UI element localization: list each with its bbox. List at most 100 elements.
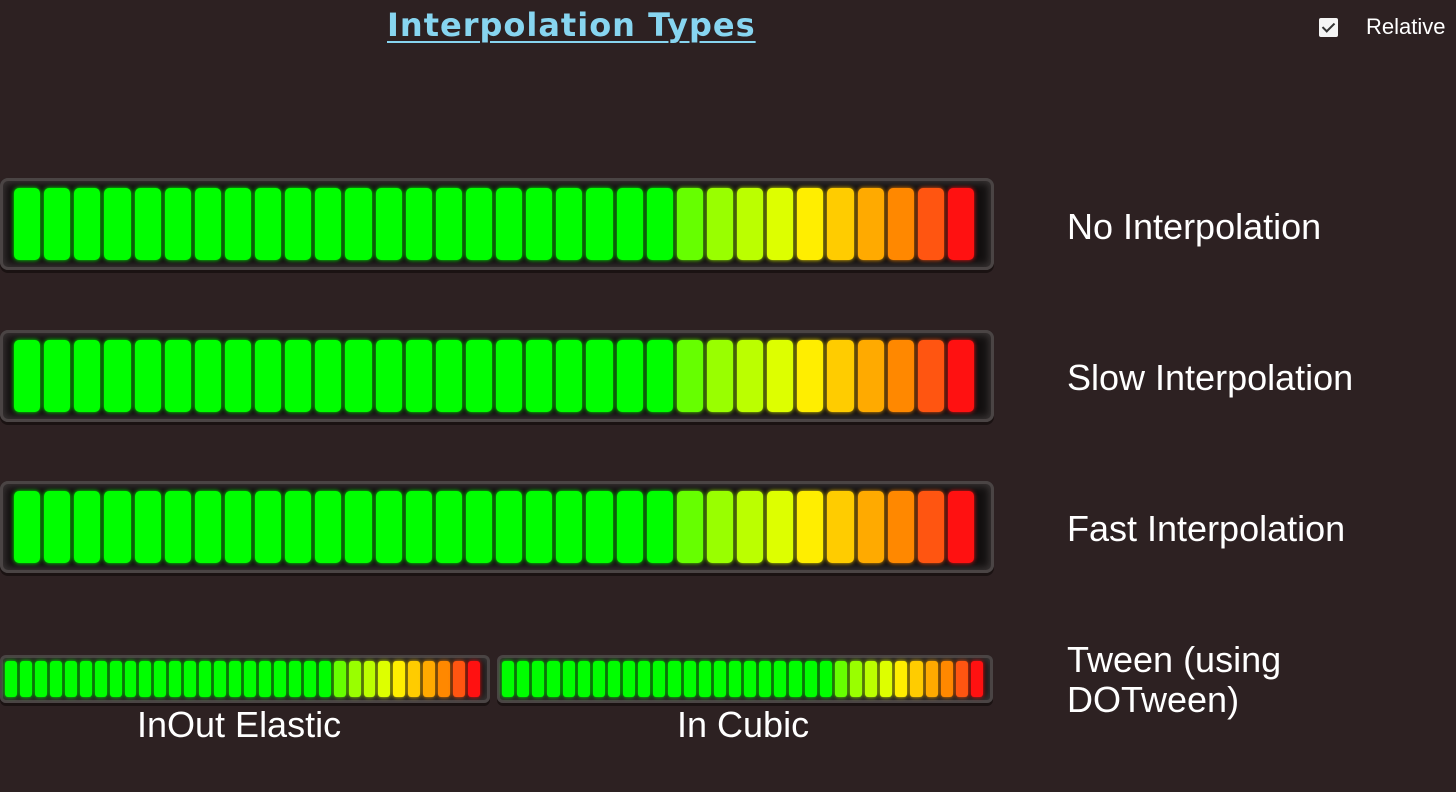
meter-segment [638,661,651,697]
meter-segment [94,661,107,697]
meter-segment [562,661,575,697]
meter-segment [303,661,316,697]
meter-segment [468,661,480,697]
meter-segment [315,491,342,563]
meter-segment [706,188,733,260]
meter-segment [273,661,286,697]
meter-segment [917,340,944,412]
label-tween: Tween (using DOTween) [1067,639,1282,720]
meter-segment [586,491,613,563]
label-in-cubic: In Cubic [677,704,810,745]
meter-segment [465,340,492,412]
meter-segment [74,340,101,412]
meter-segment [857,491,884,563]
relative-label: Relative [1366,14,1446,39]
meter-segment [109,661,122,697]
meter-segment [285,188,312,260]
meter-in-cubic [497,655,993,703]
meter-segment [607,661,620,697]
meter-segment [925,661,938,697]
meter-segment [438,661,451,697]
meter-segment [465,188,492,260]
meter-segment [375,491,402,563]
meter-segment [104,340,131,412]
meter-segment [676,188,703,260]
meter-segment [14,340,41,412]
meter-segment [646,188,673,260]
meter-segment [345,188,372,260]
meter-segment [453,661,466,697]
meter-segment [706,491,733,563]
relative-checkbox[interactable] [1319,17,1338,37]
meter-segment [646,491,673,563]
meter-segment [224,188,251,260]
meter-segment [124,661,137,697]
meter-segment [375,340,402,412]
meter-segment [547,661,560,697]
meter-segment [255,491,282,563]
meter-segment [315,188,342,260]
meter-segment [19,661,32,697]
meter-segment [405,491,432,563]
meter-segment [49,661,62,697]
meter-segment [556,491,583,563]
meter-segment [819,661,832,697]
meter-segment [229,661,241,697]
meter-segment [134,491,161,563]
meter-segment [526,491,553,563]
meter-segment [435,491,462,563]
meter-no-interpolation [0,178,994,270]
meter-segment [34,661,47,697]
meter-segment [169,661,182,697]
meter-segment [224,340,251,412]
meter-segment [345,491,372,563]
meter-segment [676,491,703,563]
meter-segment [887,188,914,260]
meter-segment [827,340,854,412]
meter-segment [917,188,944,260]
meter-segment [496,340,523,412]
meter-segment [586,188,613,260]
meter-slow-interpolation [0,330,994,422]
meter-segment [255,188,282,260]
meter-segment [288,661,301,697]
meter-segment [435,188,462,260]
meter-segment [804,661,817,697]
meter-segment [194,491,221,563]
meter-segment [970,661,983,697]
meter-segment [774,661,787,697]
meter-segment [556,340,583,412]
relative-toggle[interactable]: Relative [1319,14,1445,40]
meter-segment [408,661,421,697]
meter-segment [64,661,77,697]
meter-segment [698,661,711,697]
meter-segment [318,661,331,697]
page-title: Interpolation Types [387,6,756,44]
meter-segment [363,661,376,697]
meter-segment [887,491,914,563]
meter-segment [405,188,432,260]
meter-segment [646,340,673,412]
meter-segment [577,661,590,697]
meter-segment [706,340,733,412]
meter-segment [285,491,312,563]
meter-segment [728,661,741,697]
meter-segment [789,661,802,697]
meter-segment [134,340,161,412]
meter-segment [423,661,436,697]
meter-segment [556,188,583,260]
meter-segment [797,188,824,260]
meter-segment [378,661,391,697]
meter-segment [759,661,772,697]
meter-segment [586,340,613,412]
meter-segment [496,188,523,260]
meter-segment [857,340,884,412]
meter-segment [44,188,71,260]
meter-segment [104,188,131,260]
meter-segment [79,661,92,697]
meter-segment [767,188,794,260]
meter-segment [375,188,402,260]
meter-segment [224,491,251,563]
meter-segment [348,661,361,697]
